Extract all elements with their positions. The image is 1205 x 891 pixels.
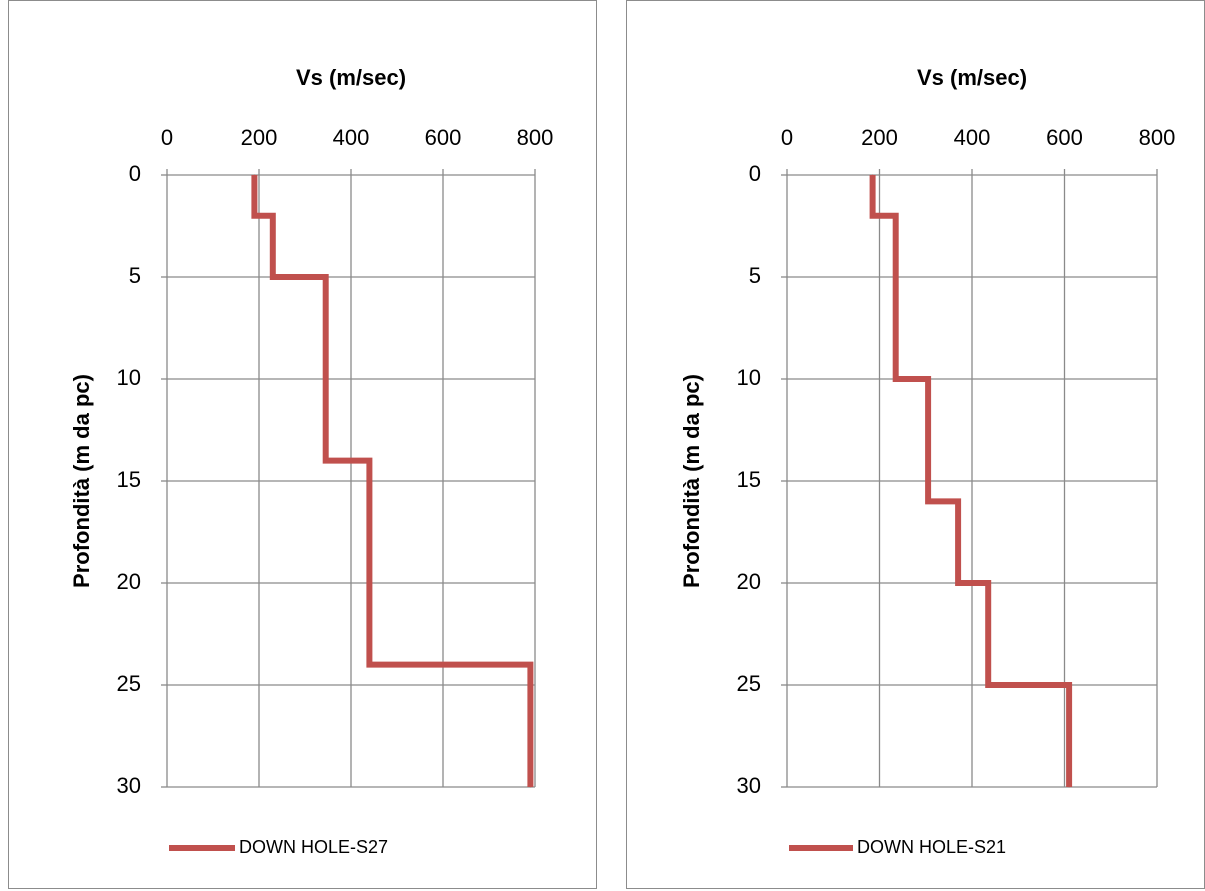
data-point <box>957 500 959 502</box>
vs-depth-chart-s27: 0 200 400 600 800 0 5 10 15 20 25 30 Vs (m/sec) Profo… <box>69 65 554 857</box>
x-axis-title: Vs (m/sec) <box>917 65 1027 90</box>
data-point <box>1068 786 1070 788</box>
data-point <box>987 582 989 584</box>
y-tick-label: 15 <box>737 467 761 492</box>
y-tick-label: 0 <box>749 161 761 186</box>
y-tick-label: 20 <box>117 569 141 594</box>
x-axis-title: Vs (m/sec) <box>296 65 406 90</box>
data-point <box>529 664 531 666</box>
y-tick-label: 25 <box>117 671 141 696</box>
data-point <box>529 786 531 788</box>
chart-panel-s27: 0 200 400 600 800 0 5 10 15 20 25 30 Vs (m/sec) Profo… <box>8 0 597 889</box>
vs-depth-chart-s21: 0 200 400 600 800 0 5 10 15 20 25 30 Vs (m/sec) Profo… <box>679 65 1176 857</box>
data-point <box>957 582 959 584</box>
data-point <box>987 684 989 686</box>
data-point <box>272 276 274 278</box>
legend-label: DOWN HOLE-S21 <box>857 837 1006 857</box>
x-tick-label: 0 <box>781 125 793 150</box>
x-tick-label: 200 <box>861 125 898 150</box>
y-tick-label: 15 <box>117 467 141 492</box>
y-tick-label: 25 <box>737 671 761 696</box>
y-tick-label: 30 <box>117 773 141 798</box>
data-point <box>1068 684 1070 686</box>
x-tick-label: 200 <box>241 125 278 150</box>
data-point <box>927 500 929 502</box>
y-tick-label: 10 <box>117 365 141 390</box>
y-axis-title: Profondità (m da pc) <box>679 374 704 588</box>
y-tick-label: 10 <box>737 365 761 390</box>
x-tick-label: 600 <box>425 125 462 150</box>
data-point <box>272 215 274 217</box>
series-line-down-hole-s27 <box>251 175 534 787</box>
x-tick-label: 600 <box>1046 125 1083 150</box>
x-tick-label: 800 <box>517 125 554 150</box>
data-point <box>325 460 327 462</box>
data-point <box>927 378 929 380</box>
data-point <box>872 215 874 217</box>
y-tick-label: 20 <box>737 569 761 594</box>
y-tick-label: 5 <box>749 263 761 288</box>
y-tick-label: 0 <box>129 161 141 186</box>
legend-label: DOWN HOLE-S27 <box>239 837 388 857</box>
x-tick-label: 400 <box>333 125 370 150</box>
y-axis-title: Profondità (m da pc) <box>69 374 94 588</box>
data-point <box>368 460 370 462</box>
data-point <box>253 174 255 176</box>
x-tick-label: 800 <box>1139 125 1176 150</box>
y-tick-label: 5 <box>129 263 141 288</box>
data-point <box>895 215 897 217</box>
series-line-down-hole-s21 <box>869 175 1073 787</box>
chart-panel-s21: 0 200 400 600 800 0 5 10 15 20 25 30 Vs (m/sec) Profo… <box>626 0 1205 889</box>
x-tick-label: 400 <box>954 125 991 150</box>
data-point <box>872 174 874 176</box>
y-tick-label: 30 <box>737 773 761 798</box>
x-tick-label: 0 <box>161 125 173 150</box>
data-point <box>895 378 897 380</box>
data-point <box>325 276 327 278</box>
data-point <box>253 215 255 217</box>
data-point <box>368 664 370 666</box>
